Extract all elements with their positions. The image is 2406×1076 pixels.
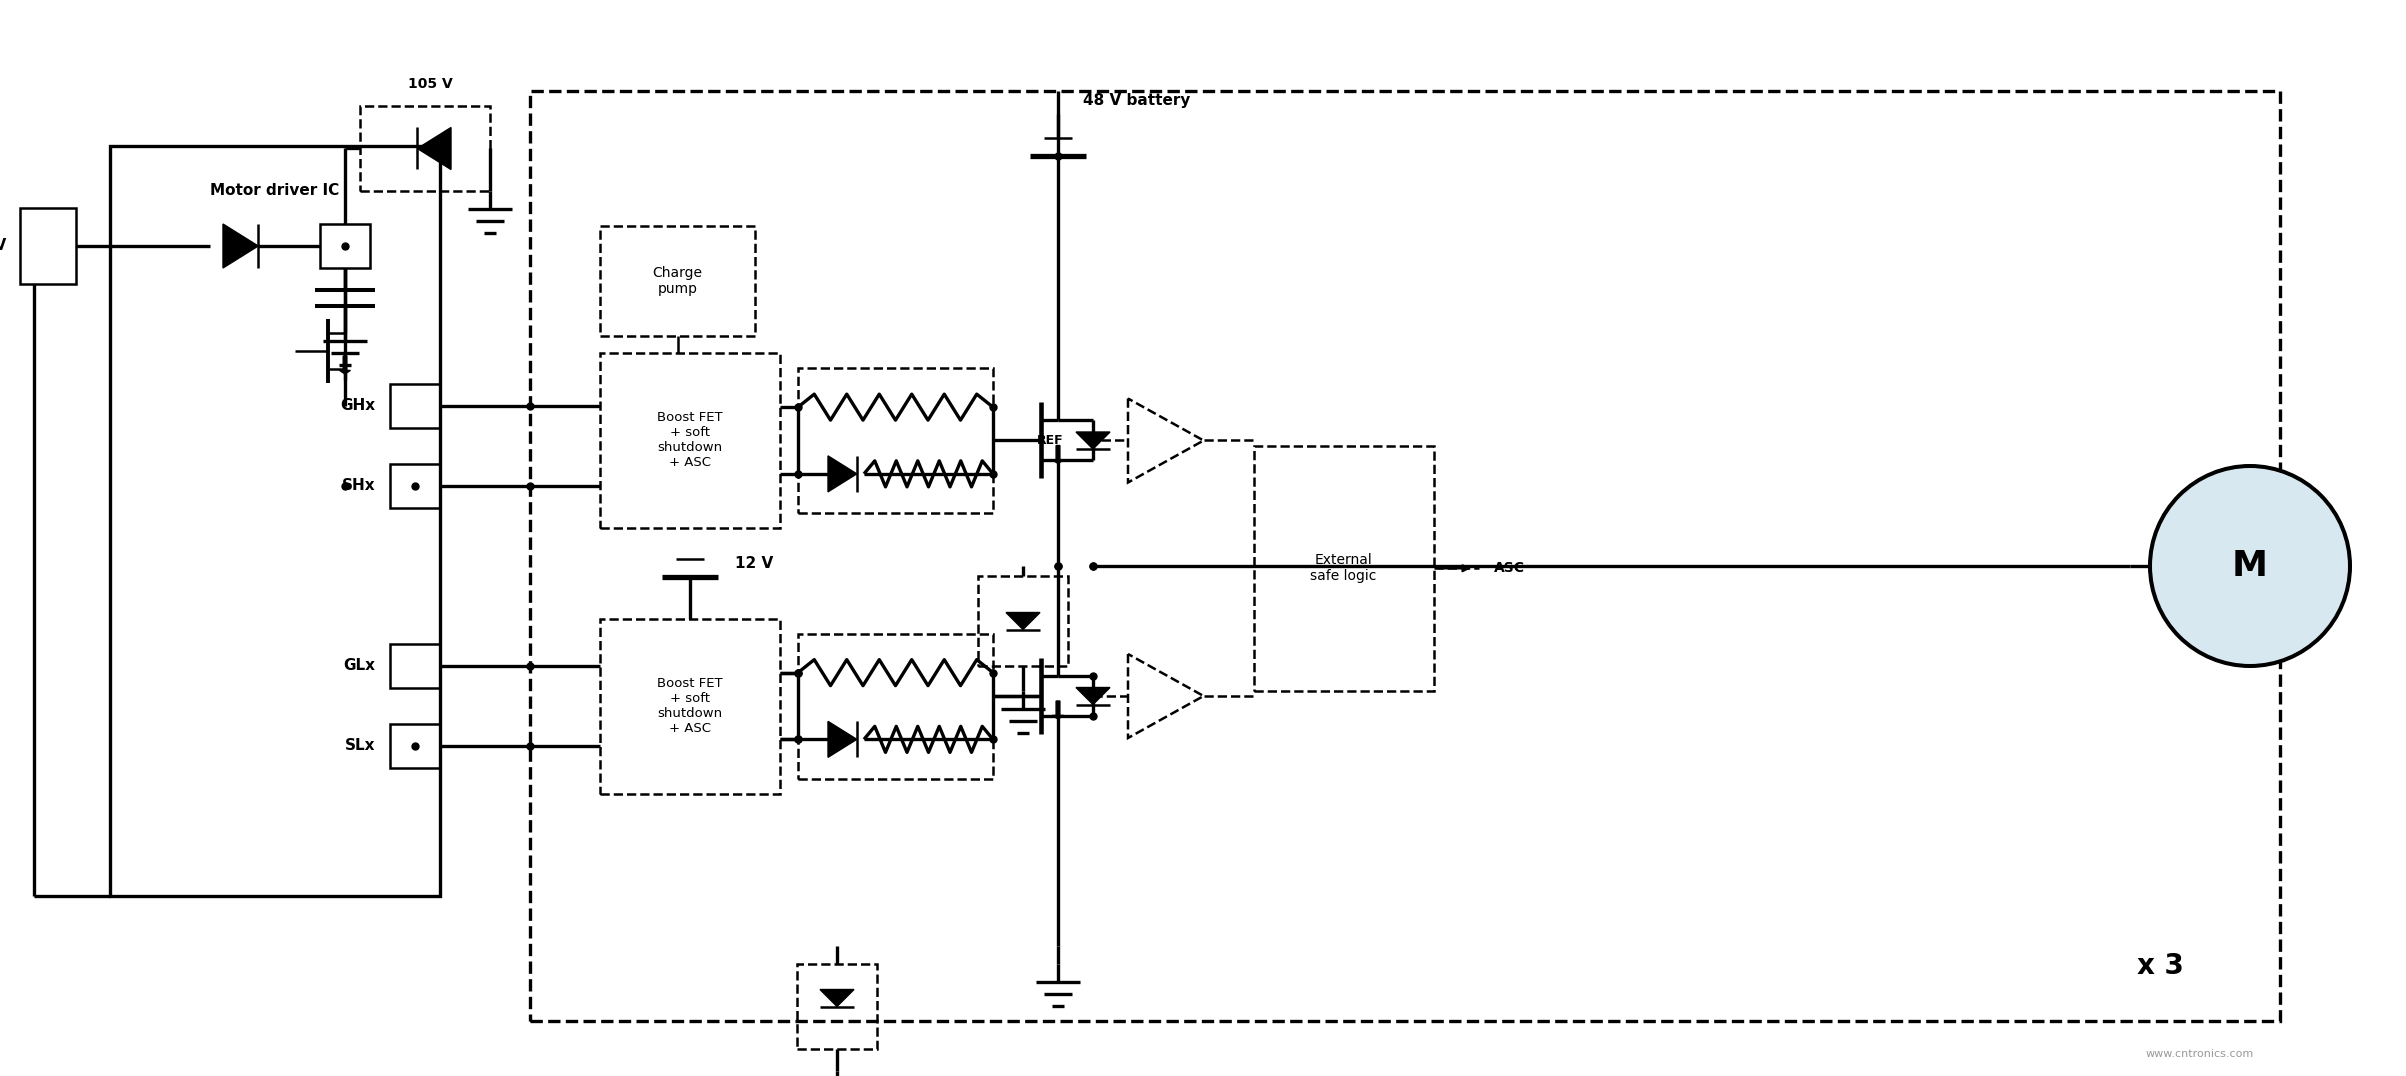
Bar <box>599 353 780 528</box>
Bar <box>799 634 994 779</box>
Text: x 3: x 3 <box>2137 952 2182 980</box>
Text: SHx: SHx <box>342 479 375 494</box>
Bar <box>111 146 440 896</box>
Bar <box>361 107 491 192</box>
Bar <box>19 208 77 284</box>
Text: SLx: SLx <box>344 738 375 753</box>
Text: GHx: GHx <box>339 398 375 413</box>
Text: ASC: ASC <box>1494 562 1525 576</box>
Text: 48 V battery: 48 V battery <box>1083 94 1191 109</box>
Bar <box>390 384 440 428</box>
Text: Charge
pump: Charge pump <box>652 266 703 296</box>
Bar <box>529 91 2281 1021</box>
Text: M: M <box>2233 549 2269 583</box>
Bar <box>796 963 878 1048</box>
Text: Boost FET
+ soft
shutdown
+ ASC: Boost FET + soft shutdown + ASC <box>657 677 722 735</box>
Text: Motor driver IC: Motor driver IC <box>209 184 339 198</box>
Bar <box>390 645 440 688</box>
Text: GLx: GLx <box>344 659 375 674</box>
Text: 105 V: 105 V <box>407 77 452 91</box>
Polygon shape <box>828 456 857 492</box>
Bar <box>390 724 440 768</box>
Text: www.cntronics.com: www.cntronics.com <box>2146 1049 2254 1059</box>
Text: REF: REF <box>1037 434 1063 447</box>
Polygon shape <box>820 990 854 1006</box>
Polygon shape <box>224 224 257 268</box>
Text: 12 V: 12 V <box>734 556 772 571</box>
Circle shape <box>2151 466 2351 666</box>
Text: 12 V: 12 V <box>0 239 5 254</box>
Bar <box>599 226 755 336</box>
Text: Boost FET
+ soft
shutdown
+ ASC: Boost FET + soft shutdown + ASC <box>657 411 722 469</box>
Bar <box>799 368 994 513</box>
Polygon shape <box>828 721 857 758</box>
Bar <box>599 619 780 793</box>
Bar <box>1254 445 1434 691</box>
Polygon shape <box>1075 688 1109 705</box>
Bar <box>390 464 440 508</box>
Polygon shape <box>1006 612 1039 629</box>
Bar <box>320 224 371 268</box>
Polygon shape <box>1075 431 1109 449</box>
Bar <box>977 576 1068 666</box>
Text: External
safe logic: External safe logic <box>1311 553 1376 583</box>
Polygon shape <box>416 127 450 170</box>
